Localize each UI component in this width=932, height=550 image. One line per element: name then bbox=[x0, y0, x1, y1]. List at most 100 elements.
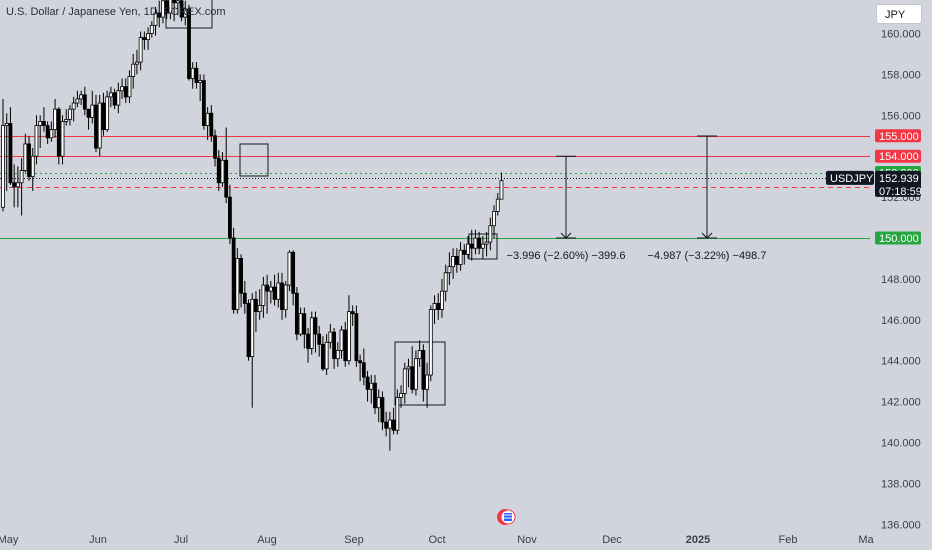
candle[interactable] bbox=[116, 82, 121, 114]
candle[interactable] bbox=[298, 307, 303, 337]
candle[interactable] bbox=[436, 293, 441, 320]
candle[interactable] bbox=[287, 250, 292, 292]
candle[interactable] bbox=[361, 348, 366, 386]
candle[interactable] bbox=[82, 86, 87, 116]
candle[interactable] bbox=[302, 307, 307, 349]
candle[interactable] bbox=[428, 305, 433, 382]
candle[interactable] bbox=[306, 327, 310, 363]
candle[interactable] bbox=[30, 148, 35, 191]
candle[interactable] bbox=[194, 62, 199, 89]
candle[interactable] bbox=[347, 295, 351, 365]
candle[interactable] bbox=[164, 0, 169, 20]
candle[interactable] bbox=[391, 407, 396, 435]
candle[interactable] bbox=[198, 74, 203, 101]
candle[interactable] bbox=[313, 311, 318, 353]
candle[interactable] bbox=[179, 0, 184, 22]
candle[interactable] bbox=[291, 250, 296, 306]
candle[interactable] bbox=[216, 150, 221, 191]
candle[interactable] bbox=[421, 344, 426, 402]
candle[interactable] bbox=[451, 248, 456, 279]
candle[interactable] bbox=[376, 389, 381, 423]
candle[interactable] bbox=[365, 370, 370, 402]
candle[interactable] bbox=[402, 362, 407, 404]
candle[interactable] bbox=[201, 74, 206, 130]
candle[interactable] bbox=[432, 295, 437, 324]
candle[interactable] bbox=[142, 31, 147, 50]
candle[interactable] bbox=[354, 305, 359, 367]
candle[interactable] bbox=[213, 129, 217, 167]
candle[interactable] bbox=[94, 94, 98, 153]
candle[interactable] bbox=[250, 293, 255, 408]
candle[interactable] bbox=[265, 274, 270, 314]
candle[interactable] bbox=[161, 0, 165, 24]
candle[interactable] bbox=[8, 107, 13, 185]
candle[interactable] bbox=[321, 336, 325, 371]
candle[interactable] bbox=[257, 289, 262, 320]
candle[interactable] bbox=[239, 254, 243, 308]
candle[interactable] bbox=[123, 78, 128, 104]
candle[interactable] bbox=[417, 340, 422, 367]
candle[interactable] bbox=[190, 62, 195, 89]
candle[interactable] bbox=[488, 217, 493, 251]
candle[interactable] bbox=[172, 0, 177, 22]
candle[interactable] bbox=[235, 248, 240, 314]
candle[interactable] bbox=[414, 350, 418, 396]
candle[interactable] bbox=[4, 113, 9, 191]
candle[interactable] bbox=[183, 0, 188, 26]
candle[interactable] bbox=[317, 325, 322, 357]
candle[interactable] bbox=[484, 231, 489, 257]
candle[interactable] bbox=[153, 6, 158, 36]
candle[interactable] bbox=[246, 299, 251, 361]
candle[interactable] bbox=[60, 115, 65, 165]
candle[interactable] bbox=[75, 90, 80, 108]
candle[interactable] bbox=[469, 229, 474, 261]
candle[interactable] bbox=[131, 53, 136, 89]
candle[interactable] bbox=[27, 135, 31, 181]
price-range-measure[interactable]: −4.987 (−3.22%) −498.7 bbox=[648, 135, 767, 262]
candle[interactable] bbox=[86, 108, 91, 130]
candle[interactable] bbox=[466, 235, 470, 259]
candle[interactable] bbox=[254, 291, 258, 333]
candle[interactable] bbox=[120, 78, 124, 99]
candle[interactable] bbox=[480, 235, 485, 259]
candle[interactable] bbox=[53, 98, 57, 138]
candle[interactable] bbox=[127, 70, 132, 104]
candle[interactable] bbox=[146, 27, 150, 50]
candle[interactable] bbox=[335, 342, 340, 367]
candle[interactable] bbox=[324, 334, 329, 376]
candle[interactable] bbox=[224, 127, 229, 204]
candle[interactable] bbox=[399, 385, 403, 408]
candle[interactable] bbox=[242, 280, 247, 314]
candle[interactable] bbox=[231, 227, 236, 314]
candle[interactable] bbox=[68, 105, 72, 126]
candle[interactable] bbox=[105, 90, 110, 132]
candle[interactable] bbox=[34, 115, 39, 165]
candle[interactable] bbox=[101, 92, 106, 136]
candle[interactable] bbox=[19, 158, 24, 216]
candle[interactable] bbox=[499, 172, 504, 200]
candle[interactable] bbox=[90, 90, 95, 124]
candle[interactable] bbox=[425, 362, 429, 408]
candle[interactable] bbox=[328, 323, 333, 349]
candle[interactable] bbox=[373, 375, 377, 414]
candle[interactable] bbox=[332, 327, 336, 369]
candle[interactable] bbox=[343, 321, 348, 367]
candle[interactable] bbox=[268, 280, 273, 304]
candle[interactable] bbox=[440, 278, 444, 318]
candle[interactable] bbox=[462, 244, 467, 265]
candle[interactable] bbox=[138, 31, 143, 71]
candle[interactable] bbox=[187, 4, 191, 81]
candle[interactable] bbox=[358, 354, 363, 382]
annotation-box[interactable] bbox=[239, 143, 269, 177]
candle[interactable] bbox=[45, 121, 50, 144]
candle[interactable] bbox=[38, 115, 43, 149]
candle[interactable] bbox=[71, 96, 76, 122]
candle[interactable] bbox=[473, 229, 478, 255]
candle[interactable] bbox=[369, 375, 374, 404]
candle[interactable] bbox=[283, 280, 288, 318]
candle[interactable] bbox=[272, 274, 277, 306]
candle[interactable] bbox=[395, 389, 400, 435]
